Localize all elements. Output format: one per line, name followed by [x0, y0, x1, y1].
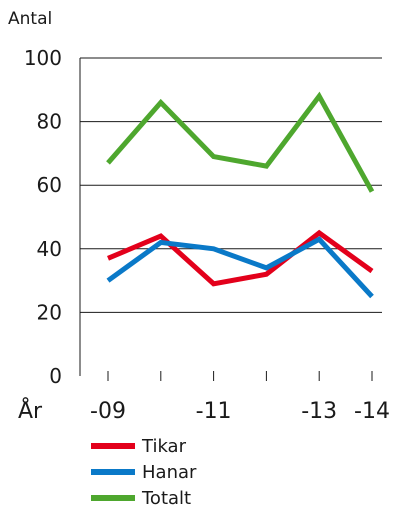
y-tick-label: 60	[37, 173, 62, 197]
x-tick-label: -11	[196, 399, 232, 424]
series-line-hanar	[106, 236, 374, 299]
legend-label-tikar: Tikar	[141, 436, 187, 457]
series-line-totalt	[106, 91, 375, 193]
y-tick-label: 0	[49, 364, 62, 388]
tick-labels: 0 20 40 60 80 100 -09 -11 -13 -14	[24, 46, 390, 424]
legend: Tikar Hanar Totalt	[91, 436, 197, 509]
axes	[79, 58, 373, 381]
legend-label-totalt: Totalt	[141, 488, 191, 509]
y-tick-label: 20	[37, 300, 62, 324]
x-tick-label: -09	[90, 399, 126, 424]
y-tick-label: 100	[24, 46, 62, 70]
y-tick-label: 80	[37, 110, 62, 134]
x-axis-label: År	[18, 397, 43, 424]
grid-lines	[80, 57, 382, 313]
y-tick-label: 40	[37, 237, 62, 261]
series-line-tikar	[107, 229, 374, 287]
legend-label-hanar: Hanar	[142, 462, 197, 483]
x-tick-label: -13	[301, 399, 337, 424]
x-tick-label: -14	[354, 399, 390, 424]
y-axis-label: Antal	[8, 9, 52, 29]
series-lines	[106, 91, 375, 299]
